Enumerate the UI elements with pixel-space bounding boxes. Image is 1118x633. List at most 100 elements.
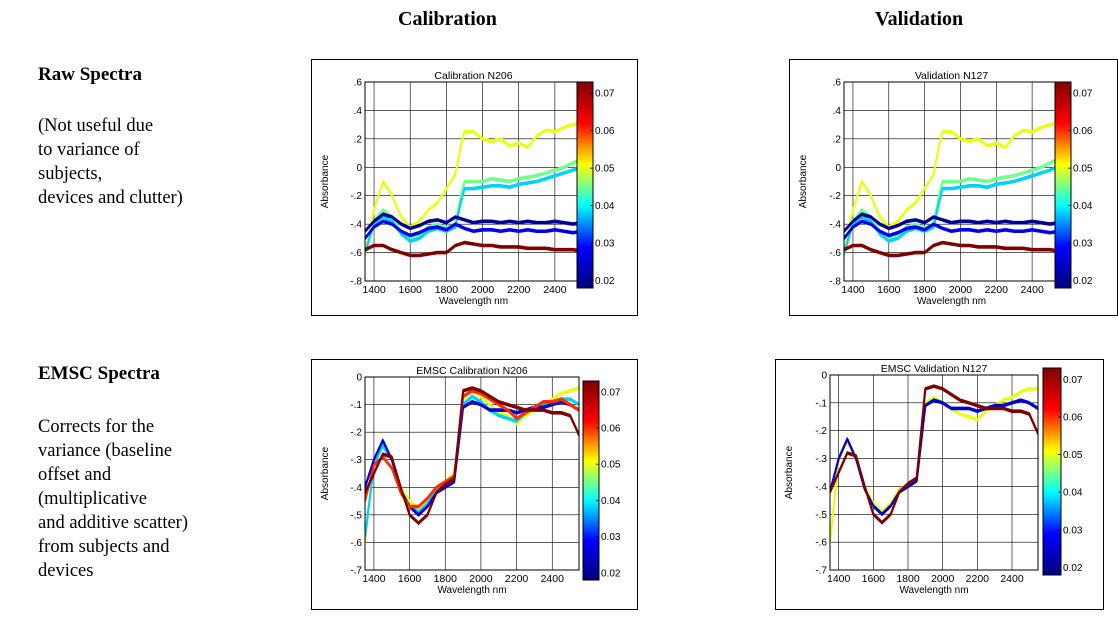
plot-border: [829, 374, 1039, 571]
chart-title: Calibration N206: [434, 70, 512, 82]
colorbar-tick-label: 0.02: [1063, 563, 1083, 574]
series-line-5: [365, 243, 582, 258]
colorbar-tick-label: 0.03: [1073, 239, 1093, 250]
series-line-4: [365, 213, 582, 233]
x-tick-label: 2400: [1020, 284, 1044, 296]
y-tick-label: -.4: [350, 483, 362, 494]
chart-emsc-calibration: 1400 1600 1800 2000 2200 2400 -.7 -.6 -.5 -.4 -.3 -…: [320, 365, 621, 596]
colorbar-tick-label: 0.03: [601, 532, 621, 543]
colorbar-tick-label: 0.05: [1073, 164, 1093, 175]
y-tick-label: -.6: [829, 248, 841, 259]
series-line-2: [844, 166, 1059, 254]
colorbar-tick-label: 0.07: [595, 89, 615, 100]
colorbar: [582, 380, 600, 581]
series-line-2: [830, 386, 1038, 525]
colorbar-tick-label: 0.04: [595, 201, 615, 212]
x-axis-label: Wavelength nm: [437, 585, 506, 596]
row-title-raw: Raw Spectra: [38, 64, 142, 85]
colorbar-tick-label: 0.02: [595, 276, 615, 287]
y-tick-label: -.2: [829, 191, 841, 202]
x-tick-label: 1600: [398, 573, 422, 585]
y-tick-label: 0: [356, 163, 362, 174]
y-tick-label: -.6: [350, 248, 362, 259]
chart-emsc-validation: 1400 1600 1800 2000 2200 2400 -.7 -.6 -.5 -.4 -.3 -…: [784, 363, 1083, 596]
series-line-4: [844, 214, 1059, 233]
y-axis-label: Absorbance: [320, 446, 331, 500]
colorbar-tick-label: 0.05: [1063, 450, 1083, 461]
series-line-5: [844, 240, 1059, 255]
x-tick-label: 1400: [841, 284, 865, 296]
series-line-3: [844, 221, 1059, 240]
colorbar-tick-label: 0.07: [1063, 375, 1083, 386]
y-tick-label: -.1: [350, 400, 362, 411]
y-axis-label: Absorbance: [320, 154, 331, 208]
y-tick-label: -.5: [815, 510, 827, 521]
y-tick-label: .4: [833, 106, 842, 117]
chart-panel-emsc-calibration: 1400 1600 1800 2000 2200 2400 -.7 -.6 -.5 -.4 -.3 -…: [311, 359, 638, 610]
y-tick-label: -.8: [350, 277, 362, 288]
y-tick-label: .2: [354, 134, 363, 145]
series-line-0: [844, 122, 1059, 253]
y-axis-label: Absorbance: [798, 154, 809, 208]
y-tick-label: -.3: [350, 455, 362, 466]
y-tick-label: -.5: [350, 510, 362, 521]
colorbar-tick-label: 0.02: [601, 568, 621, 579]
x-tick-label: 2000: [949, 284, 973, 296]
colorbar-tick-label: 0.04: [1063, 488, 1083, 499]
series-line-2: [365, 164, 582, 253]
colorbar-tick-label: 0.03: [1063, 525, 1083, 536]
series-line-5: [844, 243, 1059, 258]
chart-panel-raw-validation: 1400 1600 1800 2000 2200 2400 -.8 -.6 -.4 -.2 0 .2.…: [789, 59, 1118, 316]
y-tick-label: -.4: [350, 220, 362, 231]
colorbar: [1042, 367, 1062, 576]
y-tick-label: .6: [833, 78, 842, 89]
chart-panel-raw-calibration: 1400 1600 1800 2000 2200 2400 -.8 -.6 -.4 -.2 0 .2.…: [311, 59, 638, 316]
chart-title: Validation N127: [915, 70, 989, 82]
y-tick-label: -.6: [350, 538, 362, 549]
series-line-2: [365, 166, 582, 254]
x-tick-label: 1400: [827, 573, 851, 585]
colorbar-tick-label: 0.05: [595, 164, 615, 175]
colorbar-tick-label: 0.07: [1073, 89, 1093, 100]
series-line-5: [365, 241, 582, 257]
x-tick-label: 2200: [505, 573, 529, 585]
y-tick-label: -.4: [829, 220, 841, 231]
row-title-emsc: EMSC Spectra: [38, 363, 160, 384]
y-tick-label: .2: [833, 134, 842, 145]
series-line-4: [365, 388, 579, 525]
y-tick-label: -.6: [815, 538, 827, 549]
series-line-3: [365, 391, 579, 509]
series-line-5: [844, 241, 1059, 257]
colorbar-tick-label: 0.07: [601, 387, 621, 398]
series-line-0: [365, 122, 582, 253]
x-tick-label: 2400: [1000, 573, 1024, 585]
x-tick-label: 2000: [471, 284, 495, 296]
series-line-4: [365, 214, 582, 233]
chart-title: EMSC Calibration N206: [416, 365, 528, 377]
x-tick-label: 1600: [877, 284, 901, 296]
colorbar-tick-label: 0.04: [1073, 201, 1093, 212]
x-tick-label: 1800: [435, 284, 459, 296]
series-line-0: [365, 123, 582, 254]
x-tick-label: 2000: [931, 573, 955, 585]
y-tick-label: -.2: [350, 191, 362, 202]
x-tick-label: 2200: [507, 284, 531, 296]
series-line-4: [844, 213, 1059, 233]
header-validation: Validation: [875, 8, 964, 30]
colorbar-tick-label: 0.02: [1073, 276, 1093, 287]
colorbar-tick-label: 0.06: [595, 126, 615, 137]
series-line-3: [365, 220, 582, 240]
x-tick-label: 1400: [362, 284, 386, 296]
y-tick-label: -.3: [815, 454, 827, 465]
y-tick-label: 0: [356, 373, 362, 384]
colorbar-tick-label: 0.06: [601, 424, 621, 435]
x-tick-label: 2200: [966, 573, 990, 585]
series-line-3: [844, 220, 1059, 240]
header-calibration: Calibration: [398, 8, 497, 30]
x-tick-label: 2400: [543, 284, 567, 296]
x-tick-label: 1400: [362, 573, 386, 585]
series-line-3: [365, 221, 582, 240]
chart-raw-calibration: 1400 1600 1800 2000 2200 2400 -.8 -.6 -.4 -.2 0 .2.…: [320, 70, 615, 307]
y-tick-label: .6: [354, 78, 363, 89]
x-tick-label: 1600: [399, 284, 423, 296]
